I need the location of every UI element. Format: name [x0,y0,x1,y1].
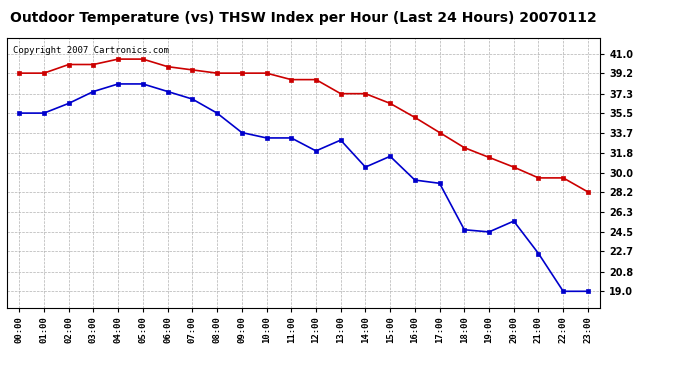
Text: Outdoor Temperature (vs) THSW Index per Hour (Last 24 Hours) 20070112: Outdoor Temperature (vs) THSW Index per … [10,11,597,25]
Text: Copyright 2007 Cartronics.com: Copyright 2007 Cartronics.com [13,46,169,55]
